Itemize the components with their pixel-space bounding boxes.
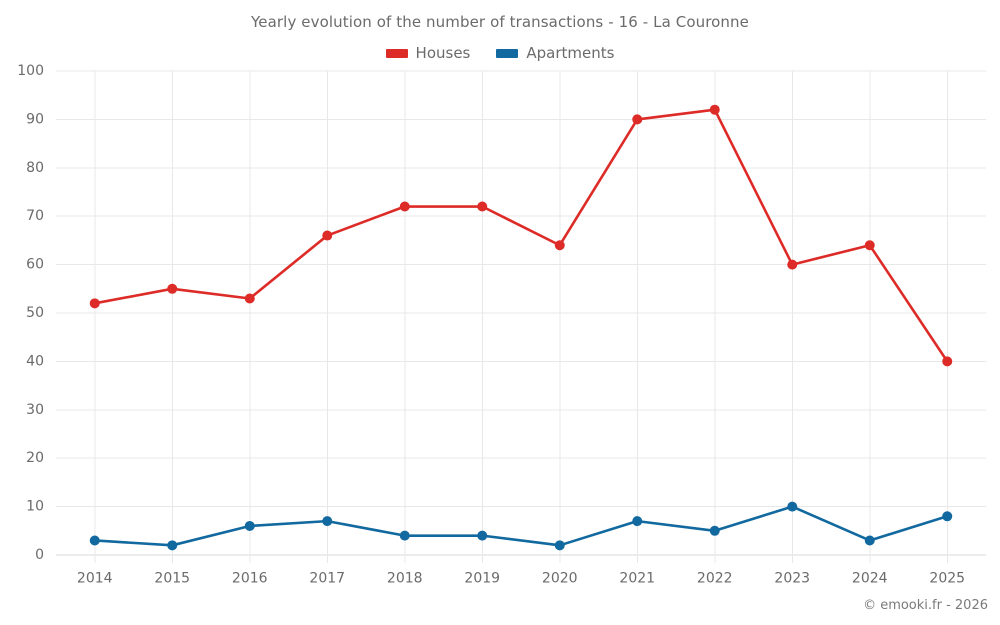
data-point-apartments-2023[interactable] (787, 501, 798, 512)
y-tick-label-60: 60 (26, 257, 44, 273)
x-gridlines (94, 71, 948, 563)
data-point-houses-2017[interactable] (322, 230, 333, 241)
gridlines (56, 70, 986, 556)
data-point-apartments-2025[interactable] (942, 511, 953, 522)
data-point-houses-2022[interactable] (709, 104, 720, 115)
legend-item-houses[interactable]: Houses (385, 44, 471, 62)
series-line-houses (93, 108, 949, 363)
y-tick-label-90: 90 (26, 111, 44, 127)
x-tick-label-2015: 2015 (154, 571, 190, 587)
x-tick-label-2025: 2025 (929, 571, 965, 587)
legend-swatch-houses (385, 48, 408, 58)
data-point-apartments-2021[interactable] (632, 516, 643, 527)
x-tick-label-2022: 2022 (697, 571, 733, 587)
data-series (89, 104, 953, 551)
legend-swatch-apartments (496, 48, 519, 58)
footer-credit: © emooki.fr - 2026 (863, 598, 988, 613)
x-tick-label-2019: 2019 (464, 571, 500, 587)
chart-title: Yearly evolution of the number of transa… (251, 13, 749, 31)
y-tick-label-100: 100 (17, 63, 44, 79)
legend-label-apartments: Apartments (526, 44, 615, 62)
y-tick-label-70: 70 (26, 208, 44, 224)
data-point-apartments-2016[interactable] (244, 520, 255, 531)
x-tick-label-2021: 2021 (619, 571, 655, 587)
data-point-houses-2021[interactable] (632, 114, 643, 125)
legend-label-houses: Houses (415, 44, 471, 62)
x-tick-label-2023: 2023 (774, 571, 810, 587)
data-point-houses-2025[interactable] (942, 356, 953, 367)
y-tick-label-20: 20 (26, 450, 44, 466)
x-tick-label-2014: 2014 (77, 571, 113, 587)
data-point-apartments-2014[interactable] (89, 535, 100, 546)
y-tick-label-0: 0 (35, 547, 44, 563)
data-point-houses-2015[interactable] (167, 283, 178, 294)
chart-legend: Houses Apartments (0, 44, 1000, 62)
data-point-apartments-2020[interactable] (554, 540, 565, 551)
data-point-apartments-2024[interactable] (864, 535, 875, 546)
data-point-houses-2020[interactable] (554, 240, 565, 251)
x-tick-label-2017: 2017 (309, 571, 345, 587)
data-point-houses-2014[interactable] (89, 298, 100, 309)
data-point-apartments-2022[interactable] (709, 525, 720, 536)
y-tick-label-10: 10 (26, 499, 44, 515)
legend-item-apartments[interactable]: Apartments (496, 44, 614, 62)
x-tick-label-2020: 2020 (542, 571, 578, 587)
y-tick-label-50: 50 (26, 305, 44, 321)
y-tick-label-30: 30 (26, 402, 44, 418)
data-point-houses-2018[interactable] (399, 201, 410, 212)
data-point-apartments-2019[interactable] (477, 530, 488, 541)
x-tick-label-2024: 2024 (852, 571, 888, 587)
data-point-apartments-2015[interactable] (167, 540, 178, 551)
x-tick-label-2018: 2018 (387, 571, 423, 587)
data-point-houses-2019[interactable] (477, 201, 488, 212)
data-point-houses-2016[interactable] (244, 293, 255, 304)
series-line-apartments (93, 505, 949, 547)
data-point-apartments-2017[interactable] (322, 516, 333, 527)
data-point-houses-2024[interactable] (864, 240, 875, 251)
y-tick-label-80: 80 (26, 160, 44, 176)
y-axis-tick-labels: 0 10 20 30 40 50 60 70 80 90 100 (17, 63, 44, 563)
x-tick-label-2016: 2016 (232, 571, 268, 587)
data-point-houses-2023[interactable] (787, 259, 798, 270)
y-tick-label-40: 40 (26, 353, 44, 369)
data-point-apartments-2018[interactable] (399, 530, 410, 541)
x-axis-tick-labels: 2014 2015 2016 2017 2018 2019 2020 2021 2022 2023… (77, 571, 965, 587)
